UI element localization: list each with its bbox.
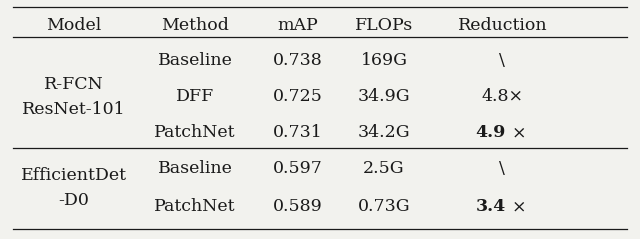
Text: Model: Model [46, 16, 101, 34]
Text: 0.725: 0.725 [273, 88, 323, 105]
Text: EfficientDet
-D0: EfficientDet -D0 [20, 167, 127, 208]
Text: Baseline: Baseline [158, 52, 232, 70]
Text: 0.73G: 0.73G [358, 198, 410, 215]
Text: ×: × [511, 124, 525, 141]
Text: 4.9: 4.9 [476, 124, 506, 141]
Text: 34.2G: 34.2G [358, 124, 410, 141]
Text: 4.8×: 4.8× [481, 88, 524, 105]
Text: DFF: DFF [176, 88, 214, 105]
Text: mAP: mAP [277, 16, 318, 34]
Text: \: \ [499, 52, 506, 70]
Text: \: \ [499, 160, 506, 177]
Text: 3.4: 3.4 [476, 198, 506, 215]
Text: 0.738: 0.738 [273, 52, 323, 70]
Text: 0.589: 0.589 [273, 198, 323, 215]
Text: PatchNet: PatchNet [154, 124, 236, 141]
Text: Reduction: Reduction [458, 16, 547, 34]
Text: 0.731: 0.731 [273, 124, 323, 141]
Text: R-FCN
ResNet-101: R-FCN ResNet-101 [22, 76, 125, 118]
Text: Baseline: Baseline [158, 160, 232, 177]
Text: PatchNet: PatchNet [154, 198, 236, 215]
Text: 0.597: 0.597 [273, 160, 323, 177]
Text: FLOPs: FLOPs [355, 16, 413, 34]
Text: Method: Method [161, 16, 229, 34]
Text: ×: × [511, 198, 525, 215]
Text: 2.5G: 2.5G [363, 160, 405, 177]
Text: 169G: 169G [360, 52, 408, 70]
Text: 34.9G: 34.9G [358, 88, 410, 105]
